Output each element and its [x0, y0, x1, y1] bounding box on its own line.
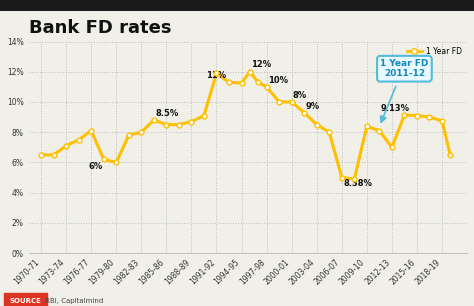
- Text: 12%: 12%: [251, 60, 271, 69]
- Text: 6%: 6%: [88, 162, 102, 171]
- Text: 9%: 9%: [305, 102, 319, 111]
- Text: 8.38%: 8.38%: [343, 179, 372, 188]
- Text: 10%: 10%: [268, 76, 288, 84]
- Text: 8.5%: 8.5%: [155, 109, 178, 118]
- Text: RBI, Capitalmind: RBI, Capitalmind: [43, 298, 103, 304]
- Text: 9.13%: 9.13%: [381, 104, 410, 113]
- Text: 8%: 8%: [293, 91, 307, 100]
- Text: 1 Year FD
2011-12: 1 Year FD 2011-12: [380, 59, 428, 78]
- Legend: 1 Year FD: 1 Year FD: [405, 45, 463, 58]
- Text: 11%: 11%: [206, 71, 227, 80]
- Text: SOURCE: SOURCE: [9, 298, 41, 304]
- Text: Bank FD rates: Bank FD rates: [28, 19, 171, 37]
